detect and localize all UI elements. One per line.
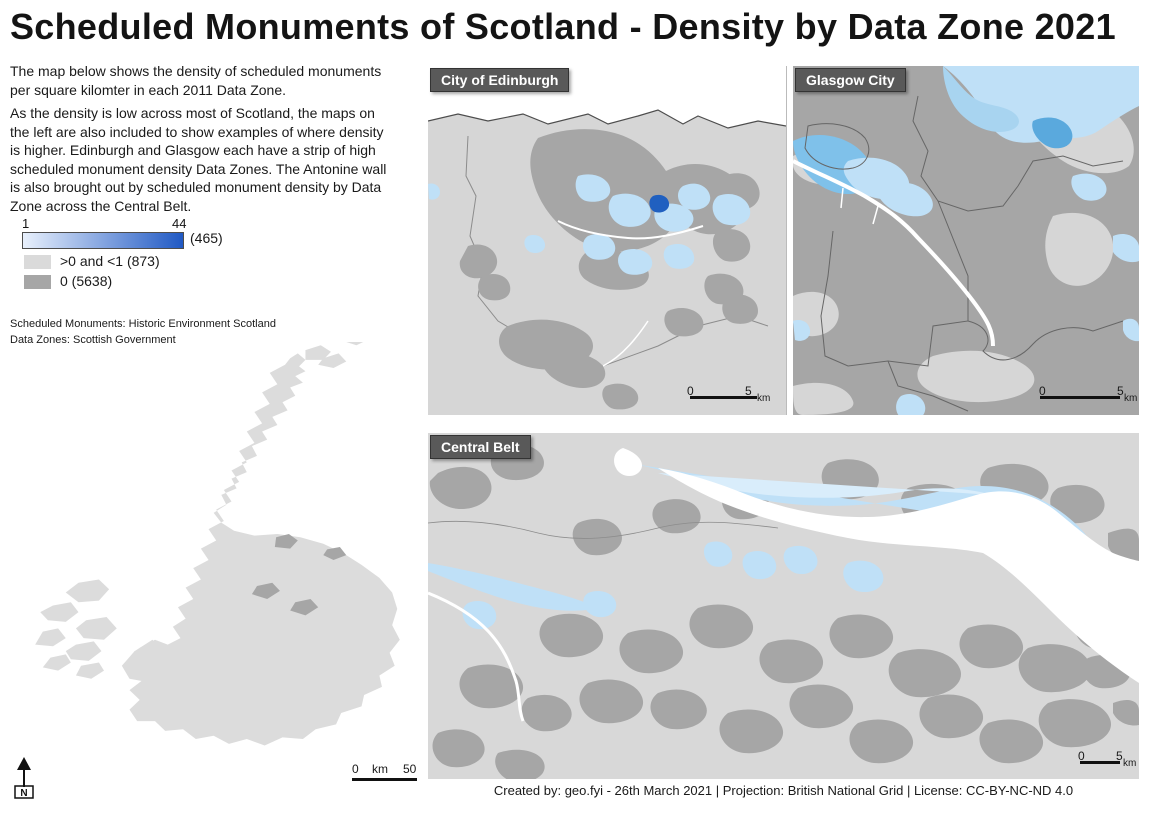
svg-text:N: N <box>20 788 27 799</box>
